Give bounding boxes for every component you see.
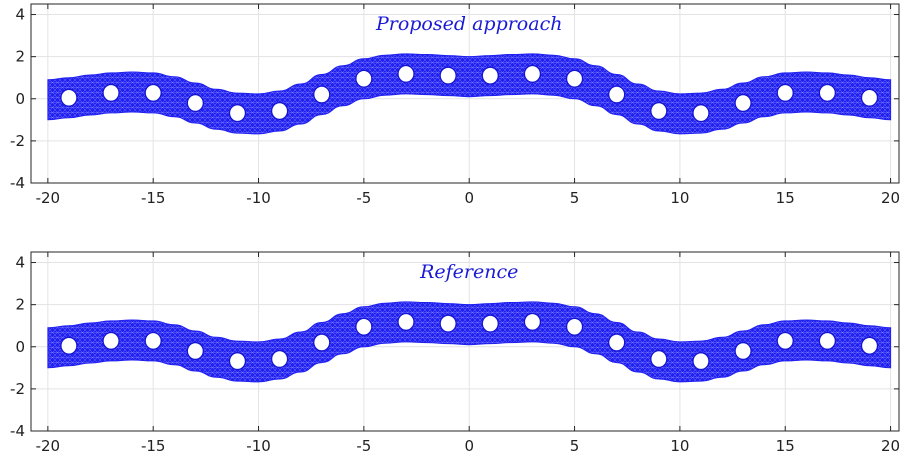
hole [439, 66, 457, 85]
x-tick-label: -15 [141, 189, 166, 207]
x-tick-label: 0 [464, 437, 474, 455]
hole [776, 331, 794, 350]
hole [313, 85, 331, 104]
x-tick-label: 5 [570, 437, 580, 455]
hole [313, 333, 331, 352]
x-tick-label: 20 [881, 437, 900, 455]
hole [650, 349, 668, 369]
hole [228, 352, 247, 371]
y-tick-label: -4 [10, 422, 25, 440]
hole [692, 352, 710, 371]
beam-band [47, 301, 892, 383]
hole [355, 69, 373, 88]
y-tick-label: 2 [15, 296, 25, 314]
hole [186, 93, 204, 113]
hole [355, 317, 373, 336]
hole [565, 69, 584, 88]
x-tick-label: -5 [356, 189, 371, 207]
hole [102, 331, 120, 350]
x-tick-label: 15 [776, 437, 795, 455]
x-tick-label: 5 [570, 189, 580, 207]
hole [144, 83, 162, 102]
hole [270, 349, 289, 369]
hole [608, 85, 626, 104]
hole [481, 314, 499, 333]
x-tick-label: 15 [776, 189, 795, 207]
hole [734, 341, 752, 361]
hole [860, 336, 879, 355]
hole [523, 312, 542, 331]
x-tick-label: -20 [36, 189, 61, 207]
hole [776, 83, 794, 102]
hole [481, 66, 499, 85]
y-tick-label: 4 [15, 6, 25, 24]
hole [270, 101, 289, 121]
hole [818, 331, 837, 350]
y-tick-label: 4 [15, 254, 25, 272]
hole [144, 331, 162, 350]
hole [228, 104, 247, 123]
x-tick-label: -15 [141, 437, 166, 455]
y-tick-label: -2 [10, 132, 25, 150]
x-tick-label: 10 [670, 437, 689, 455]
x-tick-label: 20 [881, 189, 900, 207]
hole [860, 88, 879, 107]
hole [565, 317, 584, 336]
hole [650, 101, 668, 121]
hole [734, 93, 752, 113]
hole [692, 104, 710, 123]
x-tick-label: -10 [246, 437, 271, 455]
axes-frame [30, 251, 900, 432]
plot-title: Proposed approach [375, 13, 562, 35]
x-tick-label: 10 [670, 189, 689, 207]
hole [186, 341, 204, 361]
y-tick-label: 0 [15, 338, 25, 356]
hole [397, 64, 415, 83]
hole [60, 336, 78, 355]
x-tick-label: 0 [464, 189, 474, 207]
beam-band [47, 53, 892, 135]
hole [439, 314, 457, 333]
x-tick-label: -5 [356, 437, 371, 455]
hole [523, 64, 542, 83]
y-tick-label: 0 [15, 90, 25, 108]
x-tick-label: -10 [246, 189, 271, 207]
y-tick-label: -2 [10, 380, 25, 398]
hole [608, 333, 626, 352]
x-tick-label: -20 [36, 437, 61, 455]
hole [60, 88, 78, 107]
hole [397, 312, 415, 331]
y-tick-label: 2 [15, 48, 25, 66]
hole [818, 83, 837, 102]
plot-title: Reference [419, 261, 518, 283]
hole [102, 83, 120, 102]
y-tick-label: -4 [10, 174, 25, 192]
axes-frame [30, 3, 900, 184]
